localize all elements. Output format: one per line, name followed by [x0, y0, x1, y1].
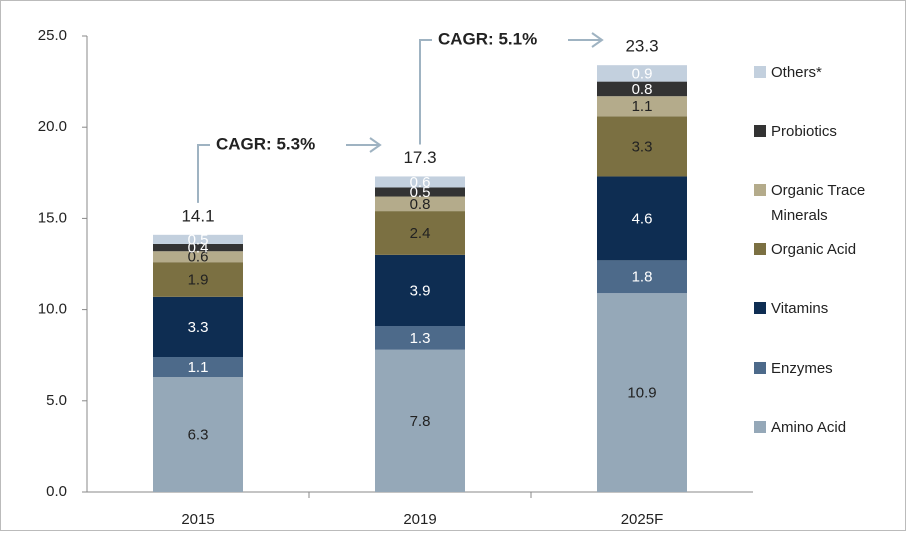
data-label: 0.8	[632, 81, 653, 98]
data-label: 3.9	[410, 282, 431, 299]
y-tick-label: 20.0	[38, 118, 67, 135]
data-label: 4.6	[632, 210, 653, 227]
annotation-line	[419, 39, 432, 145]
bar-segment	[375, 254, 465, 327]
legend-label: Probiotics	[771, 123, 837, 140]
bar-segment	[597, 96, 687, 117]
bar-segment	[375, 211, 465, 255]
bar-segment	[153, 234, 243, 244]
bar-segment	[375, 187, 465, 197]
data-label: 0.6	[188, 249, 209, 266]
total-label: 14.1	[181, 206, 214, 225]
data-label: 2.4	[410, 225, 431, 242]
bar-segment	[597, 65, 687, 82]
bar-segment	[375, 176, 465, 188]
legend-label: Vitamins	[771, 300, 829, 317]
data-label: 6.3	[188, 427, 209, 444]
x-tick-label: 2025F	[621, 511, 664, 528]
annotation: CAGR: 5.3%	[216, 134, 315, 153]
bar-segment	[597, 176, 687, 261]
legend-label: Organic Trace Minerals	[771, 182, 866, 224]
legend-swatch	[754, 184, 766, 196]
legend-label: Enzymes	[771, 360, 833, 377]
y-tick-label: 10.0	[38, 301, 67, 318]
legend-label: Amino Acid	[771, 419, 847, 436]
bar-segment	[375, 326, 465, 350]
bar-segment	[153, 243, 243, 252]
y-tick-label: 0.0	[46, 483, 67, 500]
annotation-line	[197, 144, 210, 203]
data-label: 1.8	[632, 269, 653, 286]
bar-segment	[597, 260, 687, 294]
annotation: CAGR: 5.1%	[438, 29, 537, 48]
bar-segment	[153, 357, 243, 378]
data-label: 7.8	[410, 413, 431, 430]
annotation-arrowhead	[369, 137, 382, 153]
bar-segment	[597, 293, 687, 492]
data-label: 3.3	[188, 319, 209, 336]
y-tick-label: 5.0	[46, 392, 67, 409]
legend-swatch	[754, 302, 766, 314]
x-tick-label: 2015	[181, 511, 214, 528]
y-tick-label: 25.0	[38, 27, 67, 44]
bar-segment	[153, 377, 243, 492]
total-label: 23.3	[625, 37, 658, 56]
legend-swatch	[754, 421, 766, 433]
data-label: 0.6	[410, 174, 431, 191]
legend-swatch	[754, 66, 766, 78]
bar-segment	[153, 296, 243, 358]
x-tick-label: 2019	[403, 511, 436, 528]
data-label: 1.3	[410, 330, 431, 347]
data-label: 1.1	[188, 359, 209, 376]
data-label: 0.5	[410, 184, 431, 201]
data-label: 0.8	[410, 196, 431, 213]
bar-segment	[375, 349, 465, 492]
bar-segment	[375, 196, 465, 212]
legend-label: Organic Acid	[771, 241, 857, 258]
legend-swatch	[754, 125, 766, 137]
legend-swatch	[754, 362, 766, 374]
annotation-arrowhead	[591, 32, 604, 48]
data-label: 1.1	[632, 98, 653, 115]
bar-segment	[597, 81, 687, 97]
data-label: 0.9	[632, 65, 653, 82]
legend-label: Others*	[771, 64, 822, 81]
total-label: 17.3	[403, 148, 436, 167]
data-label: 3.3	[632, 138, 653, 155]
bar-segment	[153, 262, 243, 297]
data-label: 0.5	[188, 231, 209, 248]
data-label: 10.9	[627, 385, 656, 402]
bar-segment	[597, 116, 687, 177]
legend-swatch	[754, 243, 766, 255]
y-tick-label: 15.0	[38, 209, 67, 226]
bar-segment	[153, 251, 243, 263]
data-label: 1.9	[188, 271, 209, 288]
